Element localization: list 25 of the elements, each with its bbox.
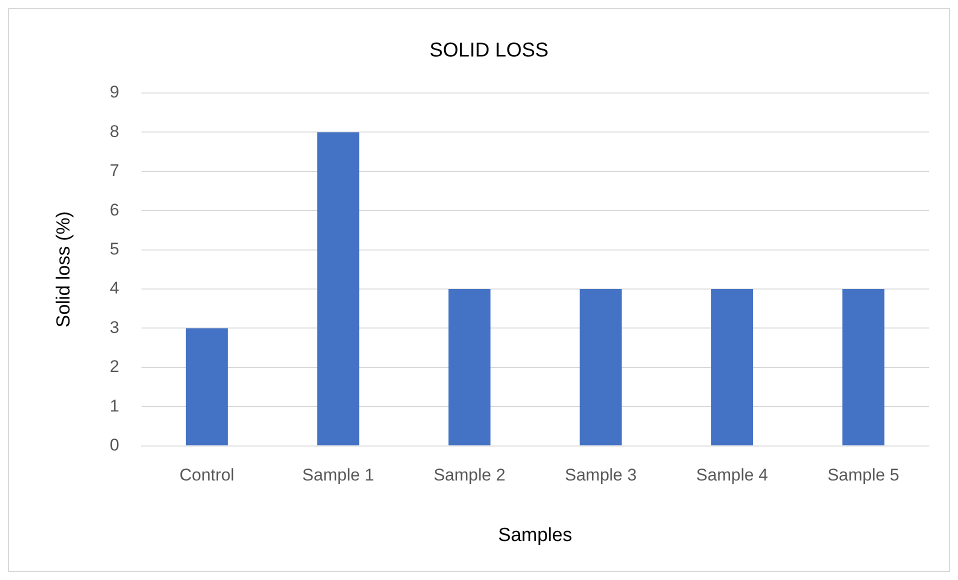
x-tick-label: Control — [179, 466, 234, 485]
bar — [448, 289, 490, 446]
y-axis-title: Solid loss (%) — [54, 211, 75, 328]
y-tick-label: 7 — [110, 161, 120, 180]
bar — [317, 132, 360, 446]
x-tick-label: Sample 3 — [564, 466, 637, 485]
y-tick-label: 9 — [110, 82, 120, 102]
bar — [711, 289, 754, 446]
y-tick-label: 2 — [110, 357, 120, 376]
y-tick-label: 1 — [110, 396, 120, 416]
x-tick-label: Sample 1 — [302, 466, 374, 485]
chart-title: SOLID LOSS — [430, 40, 548, 62]
x-tick-label: Sample 2 — [434, 466, 506, 485]
y-tick-label: 0 — [110, 435, 120, 454]
bar — [842, 289, 884, 446]
y-tick-label: 6 — [110, 200, 120, 220]
y-tick-label: 5 — [110, 239, 120, 258]
x-tick-label: Sample 4 — [696, 466, 768, 485]
y-tick-label: 4 — [110, 278, 120, 298]
y-tick-label: 3 — [110, 318, 120, 337]
bar — [186, 328, 228, 446]
y-tick-label: 8 — [110, 122, 120, 141]
bar — [580, 289, 622, 446]
x-tick-label: Sample 5 — [827, 466, 900, 485]
x-axis-title: Samples — [498, 524, 572, 546]
